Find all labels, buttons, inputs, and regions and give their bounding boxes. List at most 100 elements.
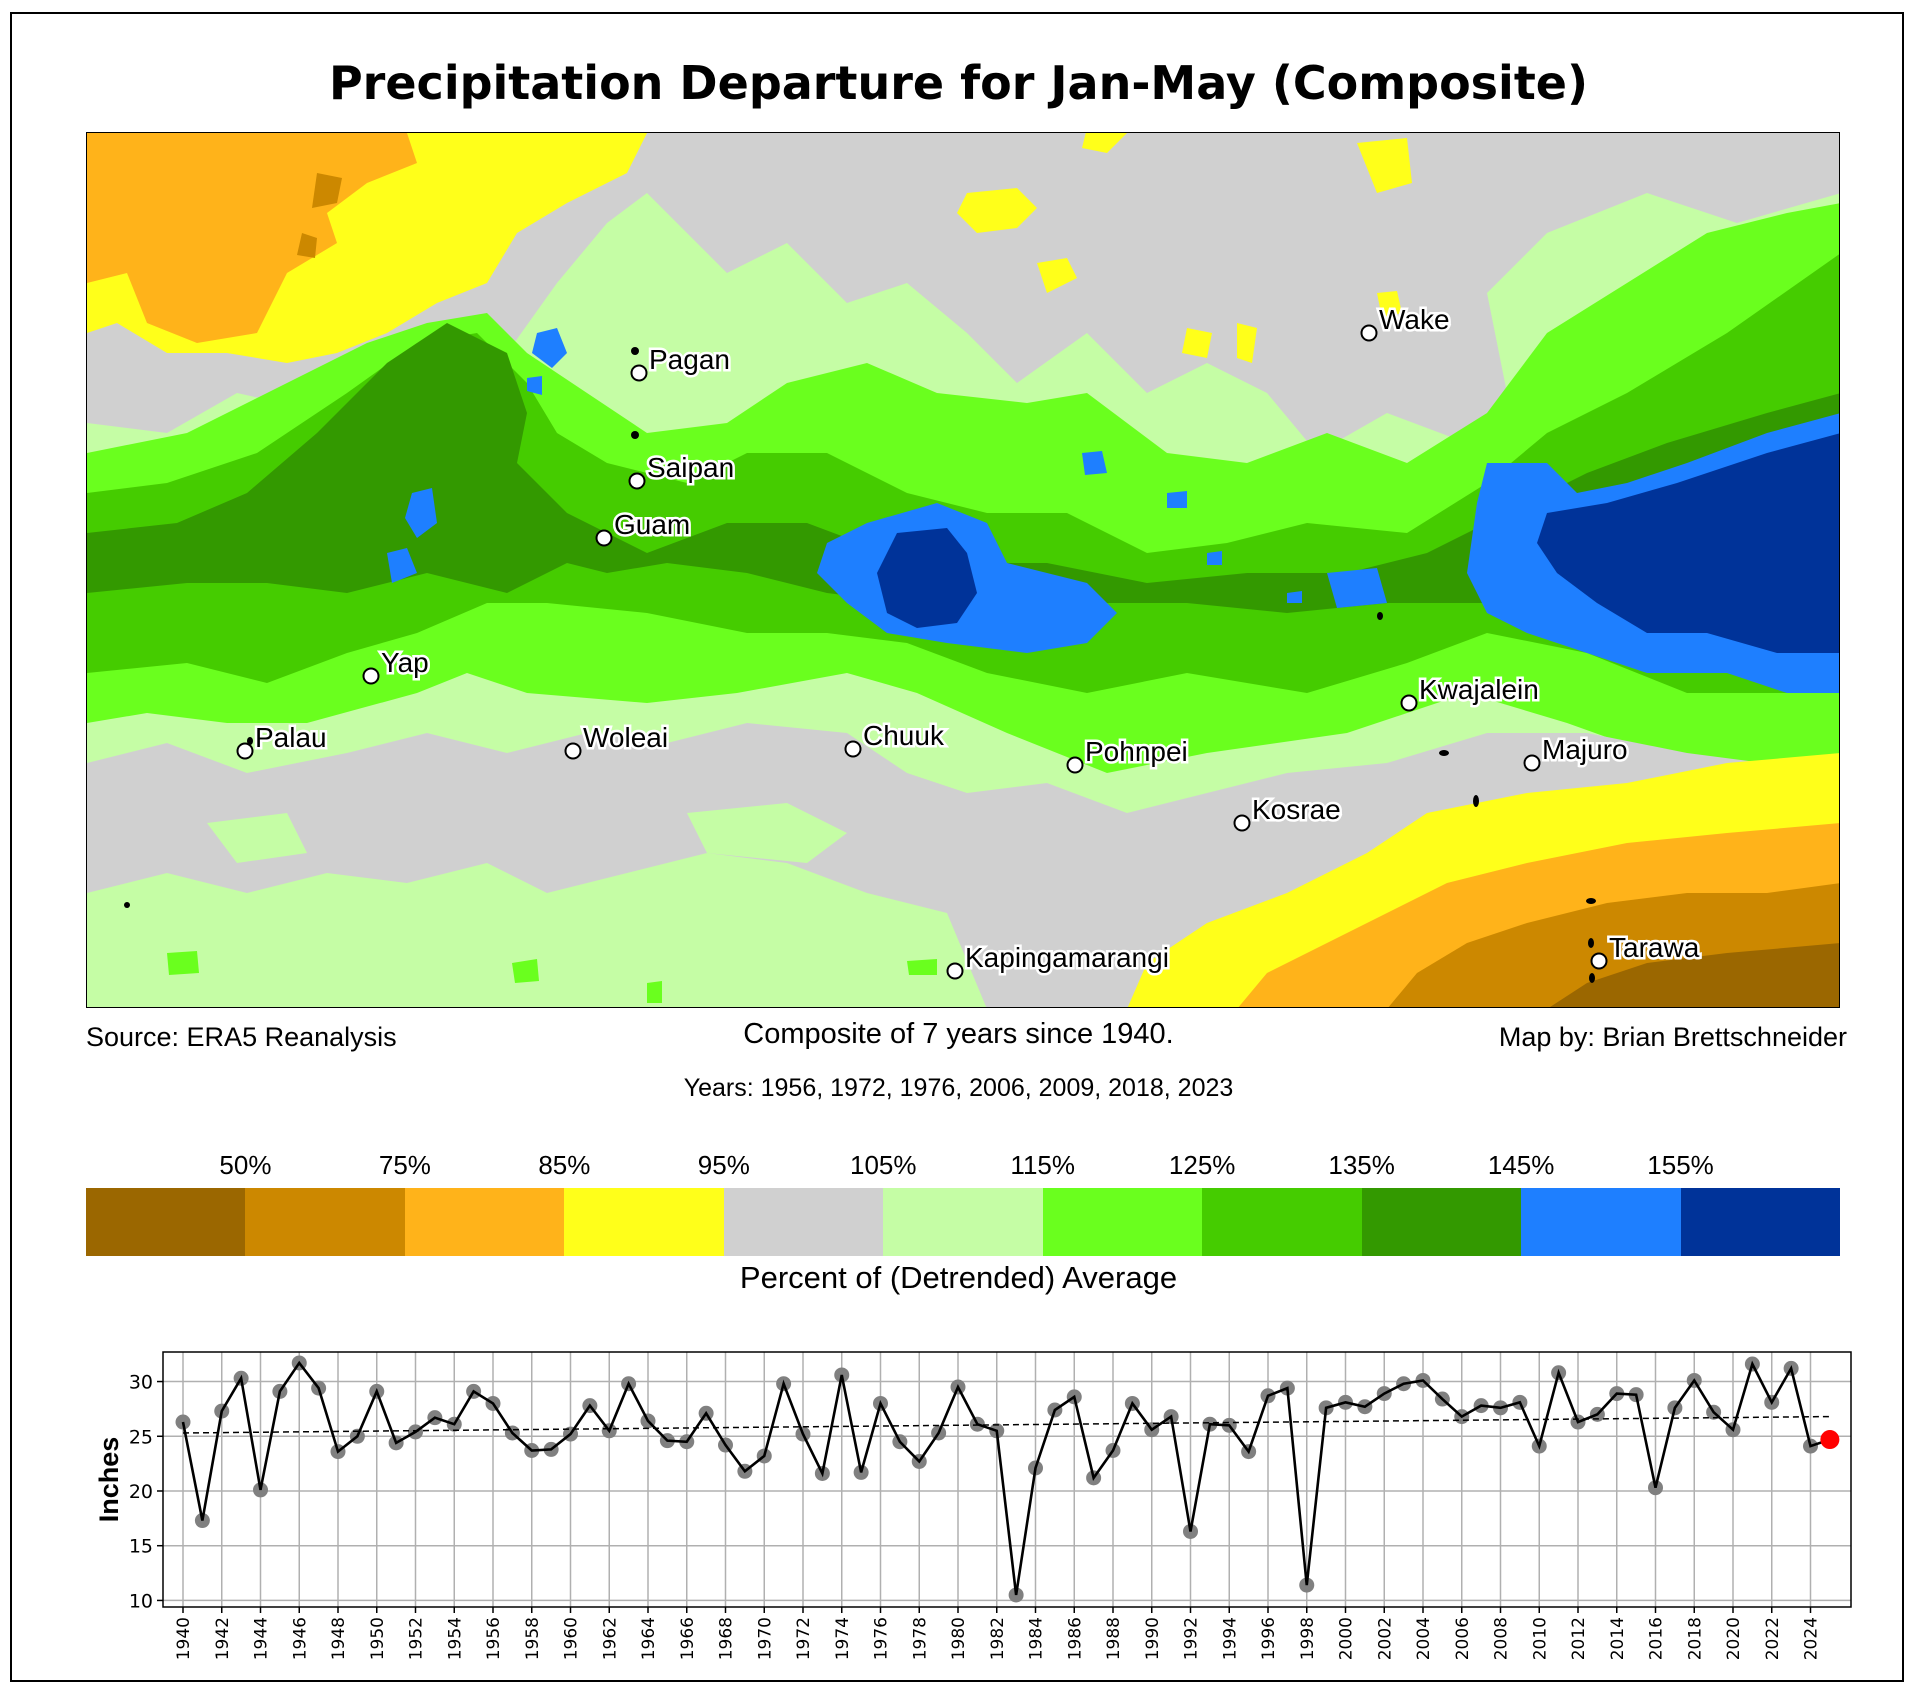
- map-region-above-155-east: [1537, 433, 1839, 653]
- station-dot-icon: [595, 529, 613, 547]
- station-kapingamarangi: Kapingamarangi: [946, 940, 1171, 980]
- x-tick-label: 1974: [833, 1617, 853, 1660]
- station-label: Woleai: [583, 722, 668, 753]
- x-tick-label: 1956: [484, 1617, 504, 1660]
- colorbar-tick-label: 125%: [1168, 1150, 1236, 1180]
- x-tick-label: 1948: [329, 1617, 349, 1660]
- x-tick-label: 1954: [445, 1617, 465, 1660]
- time-series-chart: 10 15 20 25 30 1940 1942 1944 1946 1948 1950 1952 19…: [94, 1351, 1852, 1660]
- station-saipan: Saipan: [628, 450, 737, 490]
- station-label: Saipan: [647, 452, 734, 483]
- x-tick-label: 2002: [1375, 1617, 1395, 1660]
- map-region-50-south: [1550, 943, 1839, 1007]
- map-region-115-south: [87, 803, 987, 1007]
- station-majuro: Majuro: [1523, 732, 1630, 772]
- source-caption: Source: ERA5 Reanalysis: [86, 1022, 397, 1052]
- station-woleai: Woleai: [564, 720, 671, 760]
- x-tick-label: 2004: [1414, 1617, 1434, 1660]
- station-label: Guam: [614, 509, 690, 540]
- x-tick-label: 1996: [1259, 1617, 1279, 1660]
- station-dot-icon: [1590, 952, 1608, 970]
- x-tick-label: 1944: [252, 1617, 272, 1660]
- station-markers: Pagan Saipan Guam Wake Yap Palau Woleai Chuuk Po…: [236, 302, 1702, 980]
- x-tick-label: 1990: [1143, 1617, 1163, 1660]
- colorbar-segment: [1202, 1188, 1362, 1256]
- x-tick-label: 1976: [872, 1617, 892, 1660]
- x-tick-label: 2006: [1453, 1617, 1473, 1660]
- x-tick-label: 1958: [523, 1617, 543, 1660]
- map-region-75-northwest: [297, 173, 342, 258]
- x-tick-label: 1992: [1182, 1617, 1202, 1660]
- colorbar-segment: [883, 1188, 1043, 1256]
- map-region-145-band: [87, 323, 1839, 633]
- station-dot-icon: [628, 472, 646, 490]
- map-by-caption: Map by: Brian Brettschneider: [1498, 1022, 1847, 1052]
- y-tick-label: 25: [129, 1426, 153, 1448]
- x-tick-label: 1980: [949, 1617, 969, 1660]
- colorbar-label: Percent of (Detrended) Average: [739, 1260, 1178, 1295]
- x-tick-label: 2020: [1724, 1617, 1744, 1660]
- x-tick-label: 2010: [1530, 1617, 1550, 1660]
- x-tick-label: 2008: [1492, 1617, 1512, 1660]
- trend-line: [182, 1415, 1830, 1434]
- colorbar-tick-label: 75%: [378, 1150, 431, 1180]
- precipitation-map: Pagan Saipan Guam Wake Yap Palau Woleai Chuuk Po…: [86, 132, 1840, 1008]
- colorbar-segment: [1042, 1188, 1203, 1256]
- colorbar-segment: [1361, 1188, 1522, 1256]
- axes-frame: [162, 1351, 1852, 1608]
- x-tick-label: 1940: [174, 1617, 194, 1660]
- station-kwajalein: Kwajalein: [1400, 672, 1541, 712]
- station-palau: Palau: [236, 720, 329, 760]
- station-dot-icon: [564, 742, 582, 760]
- colorbar-tick-label: 145%: [1487, 1150, 1555, 1180]
- station-dot-icon: [236, 742, 254, 760]
- y-tick-label: 15: [129, 1536, 153, 1558]
- x-tick-label: 2000: [1337, 1617, 1357, 1660]
- y-tick-label: 10: [129, 1590, 153, 1612]
- x-tick-label: 1978: [910, 1617, 930, 1660]
- grid: [163, 1352, 1851, 1607]
- x-tick-label: 2024: [1802, 1617, 1822, 1660]
- x-tick-label: 1942: [213, 1617, 233, 1660]
- station-chuuk: Chuuk: [844, 718, 947, 758]
- x-tick-label: 2014: [1608, 1617, 1628, 1660]
- colorbar-tick-label: 135%: [1328, 1150, 1395, 1180]
- y-axis-label: Inches: [94, 1437, 124, 1523]
- station-dot-icon: [1360, 324, 1378, 342]
- station-label: Kapingamarangi: [965, 942, 1169, 973]
- station-label: Chuuk: [863, 720, 945, 751]
- station-dot-icon: [946, 962, 964, 980]
- colorbar-segment: [1680, 1188, 1840, 1256]
- colorbar-tick-label: 115%: [1010, 1150, 1076, 1180]
- x-tick-label: 1968: [717, 1617, 737, 1660]
- colorbar-segment: [564, 1188, 724, 1256]
- x-tick-label: 2022: [1763, 1617, 1783, 1660]
- x-tick-label: 1960: [562, 1617, 582, 1660]
- x-tick-label: 2018: [1685, 1617, 1705, 1660]
- station-pagan: Pagan: [630, 342, 732, 382]
- y-tick-label: 20: [129, 1481, 153, 1503]
- x-tick-label: 1950: [368, 1617, 388, 1660]
- colorbar-tick-label: 50%: [219, 1150, 272, 1180]
- island-markers: [124, 347, 1596, 983]
- station-guam: Guam: [595, 507, 693, 547]
- x-tick-label: 1998: [1298, 1617, 1318, 1660]
- colorbar-segment: [723, 1188, 884, 1256]
- x-tick-label: 2016: [1647, 1617, 1667, 1660]
- station-label: Kosrae: [1252, 794, 1341, 825]
- station-yap: Yap: [362, 645, 431, 685]
- series-line: [181, 1360, 1831, 1596]
- x-tick-label: 1994: [1220, 1617, 1240, 1660]
- page-title: Precipitation Departure for Jan-May (Com…: [328, 56, 1589, 110]
- colorbar-tick-label: 155%: [1647, 1150, 1714, 1180]
- x-tick-label: 1988: [1104, 1617, 1124, 1660]
- x-tick-label: 1982: [988, 1617, 1008, 1660]
- x-tick-label: 1972: [794, 1617, 814, 1660]
- x-tick-label: 1970: [755, 1617, 775, 1660]
- x-tick-label: 2012: [1569, 1617, 1589, 1660]
- colorbar-tick-label: 105%: [850, 1150, 917, 1180]
- colorbar-tick-label: 95%: [697, 1150, 750, 1180]
- station-label: Tarawa: [1609, 932, 1700, 963]
- station-label: Pohnpei: [1085, 736, 1188, 767]
- map-canvas: Pagan Saipan Guam Wake Yap Palau Woleai Chuuk Po…: [87, 133, 1839, 1007]
